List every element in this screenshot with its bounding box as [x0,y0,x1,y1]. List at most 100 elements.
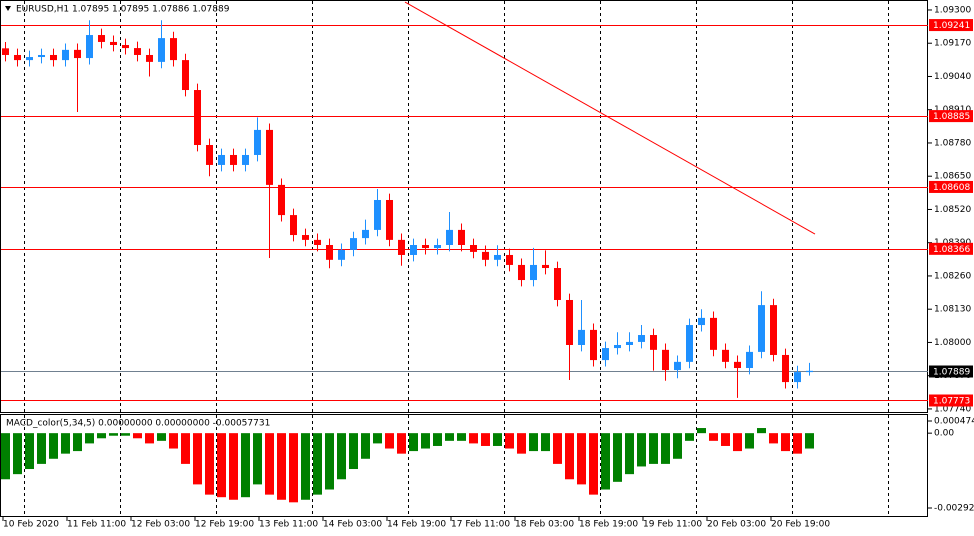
candle-body [674,361,681,371]
macd-bar [325,433,334,490]
y-tick-label: 0.00 [934,429,954,439]
macd-bar [205,433,214,495]
level-label-box [929,110,973,123]
macd-bar [349,433,358,470]
candle-body [122,45,129,49]
candle-body [302,235,309,240]
level-label-box [929,180,973,193]
candle-body [542,264,549,269]
candle-body [806,370,813,373]
macd-bar [373,433,382,444]
x-tick-label: 12 Feb 03:00 [131,520,190,530]
macd-bar [409,433,418,452]
y-tick-label: 1.08130 [934,305,971,315]
candle-body [266,129,273,185]
macd-bar [745,433,754,449]
candle-body [314,239,321,246]
candle-body [602,348,609,361]
y-tick-label: 1.08260 [934,271,971,281]
candle-body [590,329,597,361]
candle-body [482,251,489,260]
candle-body [170,38,177,61]
candle-body [386,199,393,240]
candle-body [182,60,189,91]
macd-bar [241,433,250,498]
x-tick-label: 19 Feb 11:00 [643,520,702,530]
candle-body [614,344,621,349]
candle-body [422,245,429,249]
candle-body [554,268,561,300]
candle-body [62,49,69,61]
candle-body [14,54,21,61]
macd-bar [613,433,622,482]
price-pane-border [0,0,928,413]
candle-body [38,54,45,58]
macd-bar [49,433,58,459]
candle-body [278,184,285,216]
macd-bar [793,433,802,454]
macd-bar [637,433,646,467]
macd-bar [97,433,106,439]
y-tick-label: 1.09040 [934,72,971,82]
candle-body [374,199,381,230]
x-tick-label: 14 Feb 03:00 [323,520,382,530]
macd-bar [25,433,34,470]
candle-body [218,154,225,165]
macd-bar [685,433,694,441]
candle-body [686,325,693,362]
candle-body [770,305,777,355]
candle-body [158,38,165,62]
candle-body [578,329,585,345]
macd-bar [193,433,202,485]
macd-bar [181,433,190,464]
candle-body [398,239,405,255]
bid-label: 1.07889 [933,368,970,378]
x-tick-label: 17 Feb 11:00 [451,520,510,530]
macd-bar [445,433,454,441]
macd-bar [85,433,94,444]
vertical-grid [24,1,889,516]
macd-bar [265,433,274,495]
candle-body [710,317,717,350]
macd-bar [529,433,538,452]
macd-bar [217,433,226,498]
candle-body [194,90,201,146]
macd-bar [433,433,442,446]
x-tick-label: 18 Feb 19:00 [579,520,638,530]
level-label-box [929,19,973,32]
x-tick-label: 12 Feb 19:00 [195,520,254,530]
candle-body [698,317,705,326]
macd-bar [253,433,262,485]
candle-body [494,254,501,260]
candle-body [74,49,81,59]
y-tick-label: 1.09170 [934,39,971,49]
candle-body [98,35,105,42]
candle-body [734,361,741,369]
macd-bar [121,433,130,436]
y-tick-label: 1.08780 [934,138,971,148]
macd-bar [301,433,310,500]
macd-bar [481,433,490,446]
macd-bar [61,433,70,454]
macd-bar [457,433,466,441]
candle-body [518,264,525,281]
macd-bar [673,433,682,459]
macd-bar [649,433,658,464]
macd-bar [169,433,178,449]
candle-body [758,305,765,352]
candle-body [326,245,333,260]
macd-bar [277,433,286,500]
x-tick-label: 18 Feb 03:00 [515,520,574,530]
macd-bar [517,433,526,454]
macd-bar [13,433,22,475]
level-label: 1.08366 [933,245,970,255]
menu-arrow[interactable] [5,6,11,11]
macd-bar [781,433,790,452]
y-tick-label: -0.002922 [934,504,974,514]
macd-bar [229,433,238,500]
candle-body [350,238,357,250]
macd-bar [589,433,598,495]
x-tick-label: 20 Feb 03:00 [707,520,766,530]
x-tick-label: 13 Feb 11:00 [259,520,318,530]
candle-body [2,48,9,55]
